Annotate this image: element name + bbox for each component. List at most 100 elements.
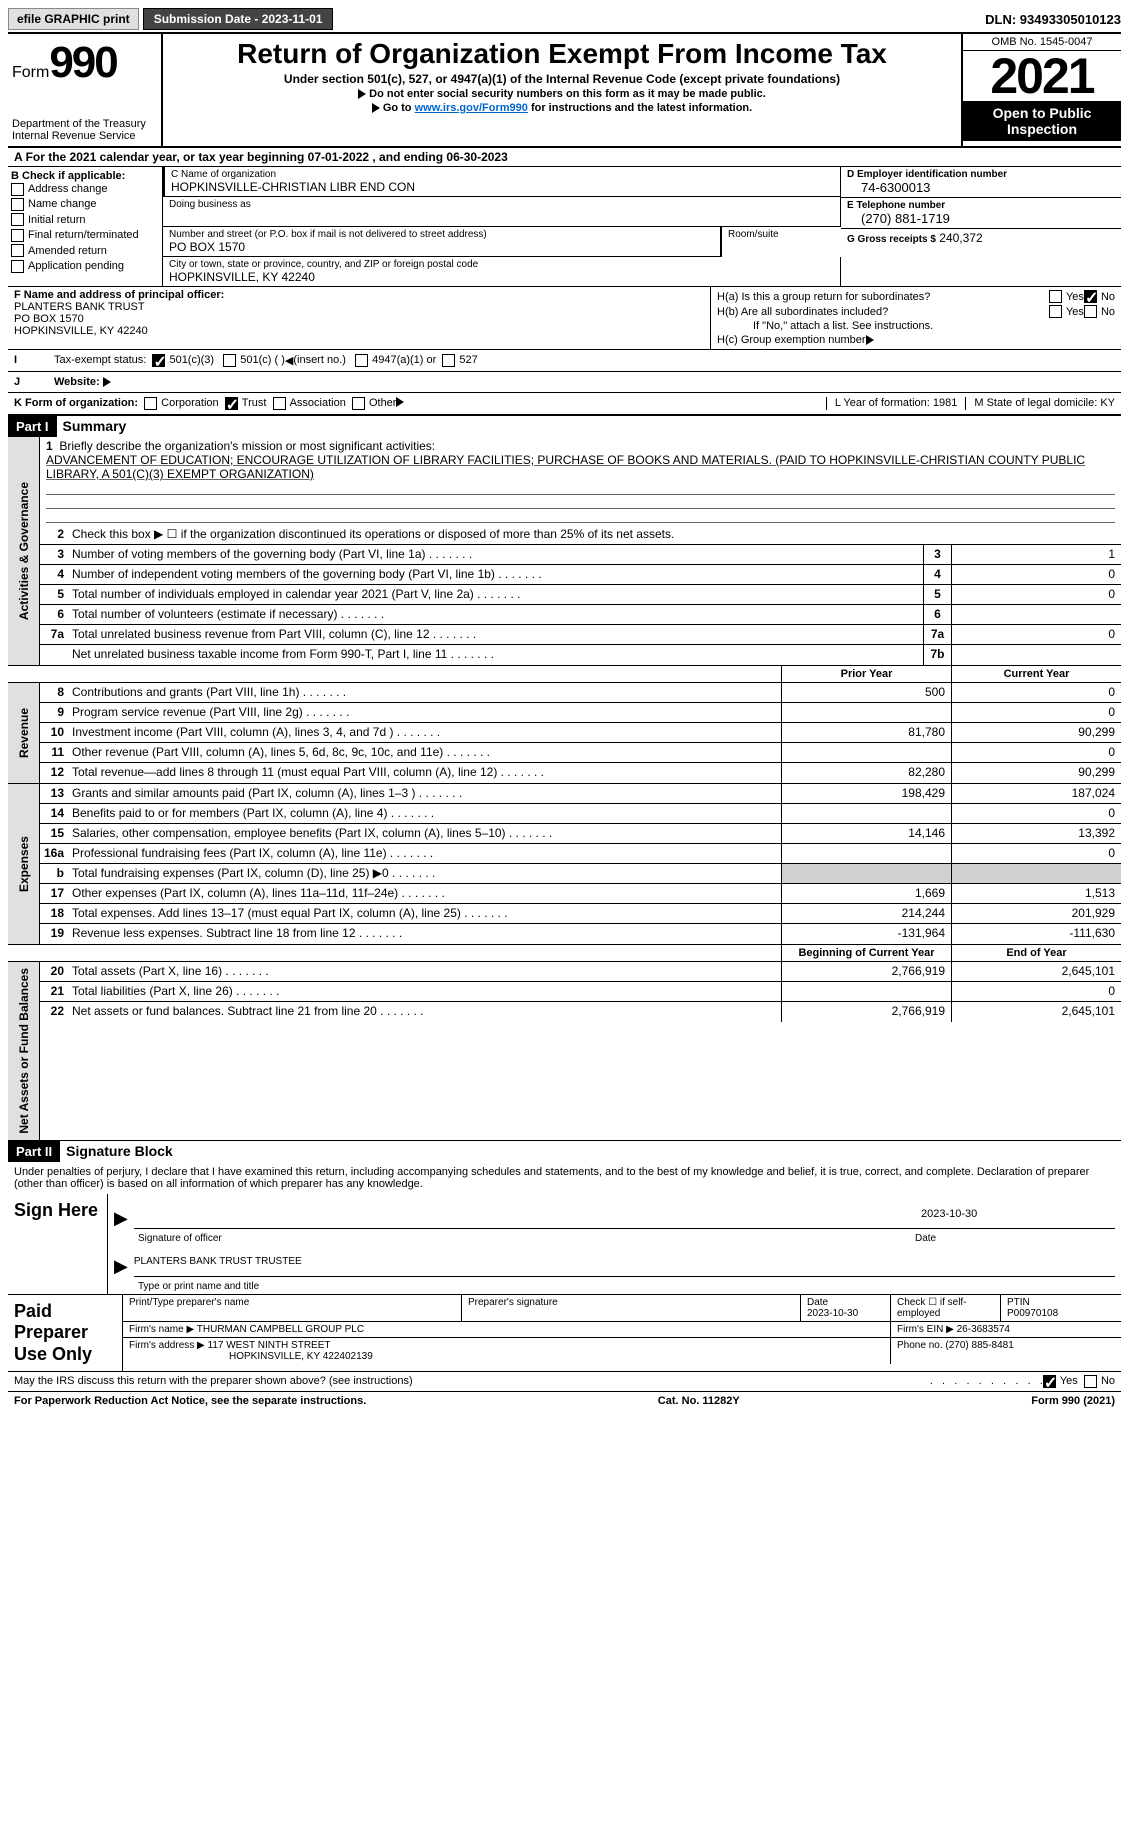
table-row: 16aProfessional fundraising fees (Part I… — [40, 844, 1121, 864]
hb-yes[interactable] — [1049, 305, 1062, 318]
addr-label: Number and street (or P.O. box if mail i… — [169, 229, 714, 240]
chk-4947[interactable] — [355, 354, 368, 367]
goto-note: Go to www.irs.gov/Form990 for instructio… — [167, 102, 957, 114]
chk-application-pending[interactable]: Application pending — [11, 259, 159, 274]
irs-link[interactable]: www.irs.gov/Form990 — [415, 102, 528, 114]
firm-name: THURMAN CAMPBELL GROUP PLC — [197, 1324, 364, 1335]
state-value: KY — [1100, 397, 1115, 409]
chk-other[interactable] — [352, 397, 365, 410]
table-row: 12Total revenue—add lines 8 through 11 (… — [40, 763, 1121, 783]
table-row: 19Revenue less expenses. Subtract line 1… — [40, 924, 1121, 944]
name-title-label: Type or print name and title — [108, 1279, 1121, 1294]
firm-addr1: 117 WEST NINTH STREET — [208, 1340, 331, 1351]
addr-value: PO BOX 1570 — [169, 240, 714, 254]
vtab-revenue: Revenue — [8, 683, 40, 783]
mission-text: ADVANCEMENT OF EDUCATION; ENCOURAGE UTIL… — [46, 453, 1115, 481]
yof-value: 1981 — [933, 397, 957, 409]
efile-button[interactable]: efile GRAPHIC print — [8, 8, 139, 30]
table-row: 7aTotal unrelated business revenue from … — [40, 625, 1121, 645]
chk-527[interactable] — [442, 354, 455, 367]
vtab-expenses: Expenses — [8, 784, 40, 944]
table-row: 9Program service revenue (Part VIII, lin… — [40, 703, 1121, 723]
chk-final-return[interactable]: Final return/terminated — [11, 228, 159, 243]
col-b-header: B Check if applicable: — [11, 170, 159, 182]
gross-receipts-label: G Gross receipts $ — [847, 234, 936, 245]
table-row: 4Number of independent voting members of… — [40, 565, 1121, 585]
firm-addr-label: Firm's address ▶ — [129, 1340, 205, 1351]
firm-phone: (270) 885-8481 — [945, 1340, 1013, 1351]
table-row: bTotal fundraising expenses (Part IX, co… — [40, 864, 1121, 884]
form-title: Return of Organization Exempt From Incom… — [167, 38, 957, 70]
chk-501c3[interactable] — [152, 354, 165, 367]
preparer-name-label: Print/Type preparer's name — [123, 1295, 462, 1322]
form-subtitle: Under section 501(c), 527, or 4947(a)(1)… — [167, 72, 957, 86]
chk-amended-return[interactable]: Amended return — [11, 244, 159, 259]
ein-label: D Employer identification number — [847, 169, 1115, 180]
arrow-icon: ▶ — [114, 1256, 128, 1277]
table-row: 21Total liabilities (Part X, line 26) . … — [40, 982, 1121, 1002]
vtab-activities: Activities & Governance — [8, 437, 40, 665]
discuss-no[interactable] — [1084, 1375, 1097, 1388]
paperwork-notice: For Paperwork Reduction Act Notice, see … — [14, 1395, 366, 1407]
mission-label: Briefly describe the organization's miss… — [59, 439, 435, 453]
submission-date-button[interactable]: Submission Date - 2023-11-01 — [143, 8, 334, 30]
table-row: 6Total number of volunteers (estimate if… — [40, 605, 1121, 625]
city-value: HOPKINSVILLE, KY 42240 — [169, 270, 834, 284]
arrow-icon: ▶ — [114, 1208, 128, 1229]
sign-here-label: Sign Here — [8, 1194, 108, 1294]
table-row: 5Total number of individuals employed in… — [40, 585, 1121, 605]
signature-field[interactable] — [134, 1208, 915, 1229]
tax-exempt-label: Tax-exempt status: — [54, 354, 146, 367]
city-label: City or town, state or province, country… — [169, 259, 834, 270]
ein-value: 74-6300013 — [847, 180, 1115, 195]
firm-ein-label: Firm's EIN ▶ — [897, 1324, 954, 1335]
part2-title: Signature Block — [66, 1143, 173, 1159]
discuss-yes[interactable] — [1043, 1375, 1056, 1388]
table-row: 18Total expenses. Add lines 13–17 (must … — [40, 904, 1121, 924]
preparer-sig-label: Preparer's signature — [462, 1295, 801, 1322]
hb-no[interactable] — [1084, 305, 1097, 318]
table-row: 14Benefits paid to or for members (Part … — [40, 804, 1121, 824]
table-row: 11Other revenue (Part VIII, column (A), … — [40, 743, 1121, 763]
table-row: 20Total assets (Part X, line 16) . . . .… — [40, 962, 1121, 982]
yof-label: L Year of formation: — [835, 397, 930, 409]
discuss-question: May the IRS discuss this return with the… — [14, 1375, 413, 1388]
hb-label: H(b) Are all subordinates included? — [717, 306, 1049, 318]
col-f-officer: F Name and address of principal officer:… — [8, 287, 711, 349]
ha-label: H(a) Is this a group return for subordin… — [717, 291, 1049, 303]
chk-name-change[interactable]: Name change — [11, 197, 159, 212]
dba-label: Doing business as — [169, 199, 834, 210]
tax-year: 2021 — [963, 51, 1121, 101]
current-year-hdr: Current Year — [951, 666, 1121, 682]
chk-501c[interactable] — [223, 354, 236, 367]
table-row: 17Other expenses (Part IX, column (A), l… — [40, 884, 1121, 904]
gross-receipts-value: 240,372 — [939, 231, 982, 245]
table-row: 8Contributions and grants (Part VIII, li… — [40, 683, 1121, 703]
form-word: Form — [12, 64, 49, 81]
phone-label: E Telephone number — [847, 200, 1115, 211]
room-suite: Room/suite — [721, 227, 841, 257]
chk-address-change[interactable]: Address change — [11, 182, 159, 197]
sig-officer-label: Signature of officer — [138, 1233, 222, 1244]
chk-trust[interactable] — [225, 397, 238, 410]
org-name: HOPKINSVILLE-CHRISTIAN LIBR END CON — [171, 180, 834, 194]
vtab-netassets: Net Assets or Fund Balances — [8, 962, 40, 1140]
prep-date: 2023-10-30 — [807, 1308, 884, 1319]
chk-corp[interactable] — [144, 397, 157, 410]
end-year-hdr: End of Year — [951, 945, 1121, 961]
prep-date-label: Date — [807, 1297, 884, 1308]
ha-yes[interactable] — [1049, 290, 1062, 303]
form-number: 990 — [49, 38, 116, 87]
prior-year-hdr: Prior Year — [781, 666, 951, 682]
chk-assoc[interactable] — [273, 397, 286, 410]
ptin-value: P00970108 — [1007, 1308, 1115, 1319]
form-ref: Form 990 (2021) — [1031, 1395, 1115, 1407]
line2: Check this box ▶ ☐ if the organization d… — [68, 525, 1121, 544]
self-employed-label: Check ☐ if self-employed — [891, 1295, 1001, 1322]
sig-date: 2023-10-30 — [915, 1208, 1115, 1229]
triangle-icon — [103, 377, 111, 387]
sig-declaration: Under penalties of perjury, I declare th… — [8, 1162, 1121, 1194]
chk-initial-return[interactable]: Initial return — [11, 213, 159, 228]
triangle-icon — [372, 103, 380, 113]
ha-no[interactable] — [1084, 290, 1097, 303]
